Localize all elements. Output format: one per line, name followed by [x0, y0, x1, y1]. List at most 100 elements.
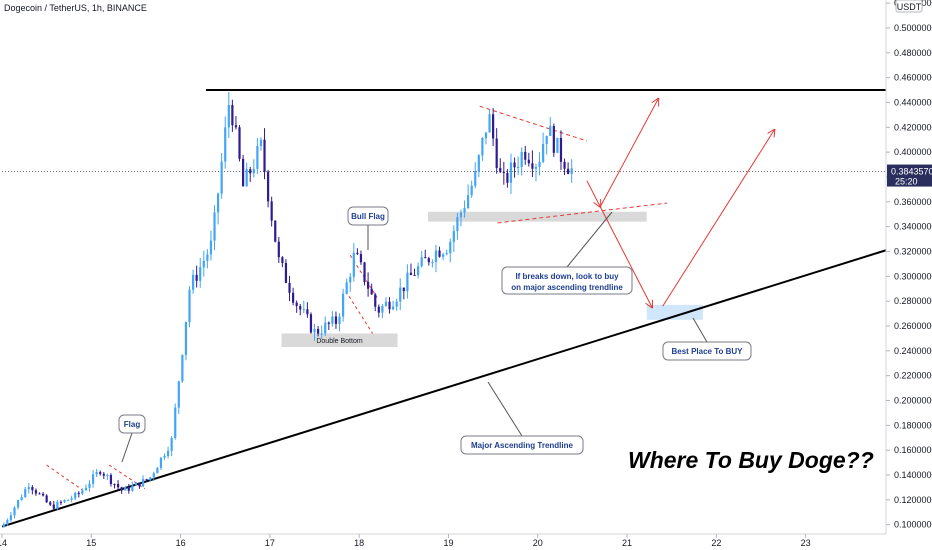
candle	[138, 482, 141, 487]
candle	[238, 127, 241, 159]
candle	[349, 276, 352, 283]
best-place-callout[interactable]: Best Place To BUY	[662, 317, 752, 361]
breakdown-callout-text: on major ascending trendline	[511, 283, 623, 292]
candle	[449, 241, 452, 254]
candle	[424, 257, 427, 259]
candle	[281, 257, 284, 264]
candle	[2, 524, 5, 528]
candle	[338, 316, 341, 324]
candle	[166, 450, 170, 457]
candle	[366, 281, 370, 289]
time-axis[interactable]: 14 15 16 17 18 19 20 21 22 23	[0, 534, 811, 548]
candle	[270, 201, 273, 221]
candle	[420, 257, 423, 267]
triangle-lower-line[interactable]	[497, 202, 668, 224]
candle	[234, 125, 238, 128]
major-trendline-callout-box	[460, 435, 584, 455]
candle	[306, 309, 309, 315]
candle	[45, 495, 48, 503]
candle	[141, 479, 145, 487]
currency-label: USDT	[897, 2, 922, 12]
best-place-callout-text: Best Place To BUY	[672, 347, 744, 356]
flag-line-1[interactable]	[46, 464, 83, 491]
candle	[156, 467, 159, 474]
candle	[517, 166, 520, 168]
candle	[220, 161, 223, 194]
time-tick-label: 19	[443, 538, 453, 548]
candle	[116, 483, 120, 488]
annotations-layer: Flag Bull Flag If breaks down, look to buy…	[118, 206, 752, 463]
candle	[209, 240, 213, 255]
candle	[213, 212, 216, 241]
projection-arrow[interactable]	[599, 99, 658, 208]
candle	[231, 105, 234, 126]
candle	[334, 316, 338, 324]
candle	[199, 267, 202, 281]
buy-zone	[646, 304, 703, 320]
candle	[520, 151, 523, 167]
candle	[381, 305, 384, 313]
candle	[149, 477, 152, 481]
projection-arrow[interactable]	[599, 206, 652, 308]
candle	[16, 500, 20, 508]
candle	[88, 483, 91, 488]
candle	[9, 515, 13, 520]
projection-arrow[interactable]	[662, 130, 775, 307]
major-ascending-trendline[interactable]	[1, 249, 887, 528]
candle	[13, 507, 16, 516]
candle	[120, 487, 123, 491]
candle	[84, 487, 88, 491]
triangle-upper-line[interactable]	[479, 105, 588, 142]
candle	[131, 485, 134, 491]
candle	[484, 132, 488, 139]
zones-layer: Double Bottom	[281, 211, 703, 348]
candle	[556, 137, 559, 153]
bull-flag-callout-text: Bull Flag	[351, 212, 385, 221]
candle	[477, 155, 480, 172]
candle	[134, 482, 138, 486]
flag-callout[interactable]: Flag	[118, 414, 146, 463]
candle	[41, 493, 45, 496]
flag-line-2[interactable]	[108, 464, 146, 490]
bull-flag-callout[interactable]: Bull Flag	[347, 206, 389, 250]
candle	[145, 479, 148, 481]
candle	[377, 306, 380, 313]
candle	[77, 492, 80, 494]
candle	[6, 519, 9, 525]
candle	[502, 171, 505, 174]
candle	[570, 168, 573, 174]
flag-callout-pointer	[121, 432, 133, 463]
currency-chip[interactable]	[895, 0, 923, 13]
candles-layer	[2, 92, 573, 528]
breakdown-callout[interactable]: If breaks down, look to buy on major asce…	[501, 211, 633, 295]
candle	[31, 487, 34, 491]
bull-flag-lower-line[interactable]	[345, 290, 373, 334]
candle	[266, 171, 270, 202]
flag-callout-box	[118, 414, 146, 434]
candle	[406, 272, 409, 292]
major-trendline-callout[interactable]: Major Ascending Trendline	[460, 381, 584, 455]
time-tick-label: 15	[86, 538, 96, 548]
projection-arrow[interactable]	[586, 180, 600, 207]
time-tick-label: 22	[711, 538, 721, 548]
candle	[27, 487, 30, 490]
candle	[359, 254, 363, 263]
candle	[542, 144, 545, 162]
time-tick-label: 17	[265, 538, 275, 548]
candle	[452, 231, 455, 242]
candle	[102, 473, 105, 476]
candle	[356, 252, 359, 255]
candle	[206, 254, 209, 261]
